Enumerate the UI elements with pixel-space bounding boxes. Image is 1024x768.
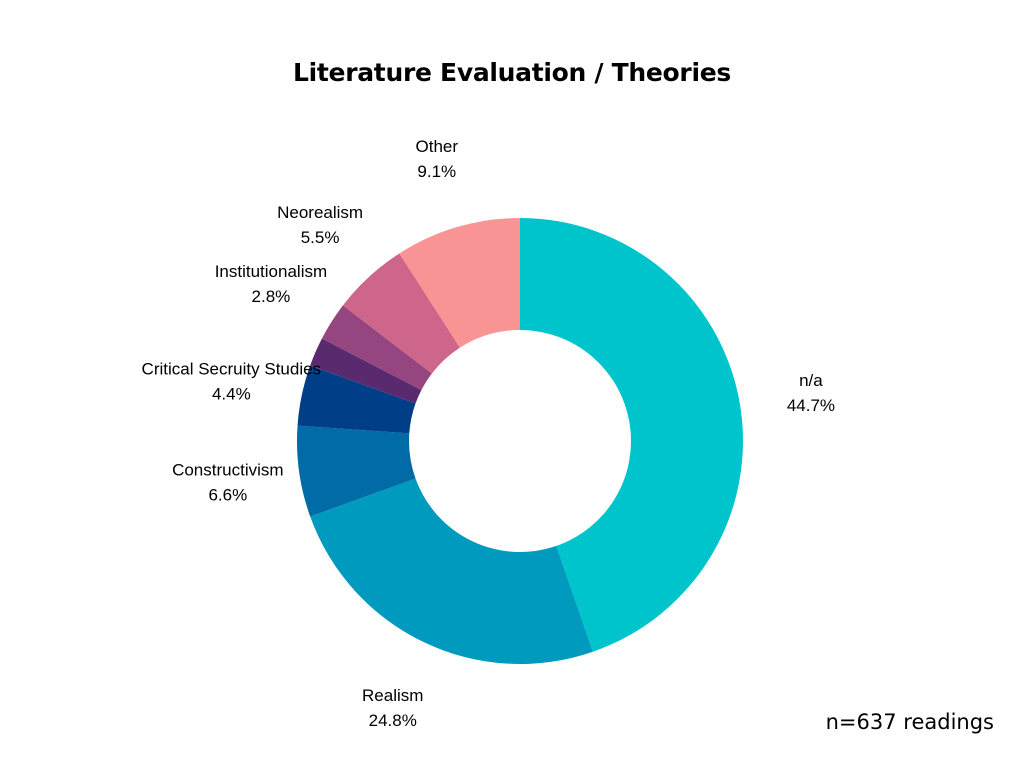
slice-institutionalism	[321, 305, 432, 390]
slice-label-name: Constructivism	[172, 461, 283, 480]
slice-label-institutionalism: Institutionalism 2.8%	[215, 262, 327, 306]
slice-label-value: 9.1%	[417, 162, 456, 181]
slice-label-value: 5.5%	[301, 228, 340, 247]
slice-n-a	[520, 218, 744, 652]
slice-label-value: 6.6%	[208, 486, 247, 505]
slice-labels: n/a 44.7% Realism 24.8% Constructivism 6.6% Cr…	[142, 137, 835, 730]
slice-label-n-a: n/a 44.7%	[787, 371, 835, 415]
slice-label-name: Neorealism	[277, 203, 363, 222]
slice-label-critical-secruity-studies: Critical Secruity Studies 4.4%	[142, 359, 322, 403]
slice-label-value: 2.8%	[252, 287, 291, 306]
slice-label-name: Critical Secruity Studies	[142, 359, 322, 378]
slice-label-name: n/a	[799, 371, 823, 390]
slice-label-name: Realism	[362, 686, 423, 705]
slice-label-other: Other 9.1%	[416, 137, 459, 181]
donut-slices	[297, 218, 744, 664]
slice-label-name: Other	[416, 137, 459, 156]
slice-unlabeled-4	[310, 338, 422, 404]
slice-label-constructivism: Constructivism 6.6%	[172, 461, 283, 505]
slice-critical-secruity-studies	[297, 365, 416, 434]
slice-label-value: 24.8%	[369, 711, 417, 730]
sample-size-note: n=637 readings	[825, 710, 994, 734]
slice-realism	[310, 478, 593, 664]
slice-label-value: 44.7%	[787, 396, 835, 415]
slice-label-value: 4.4%	[212, 384, 251, 403]
slice-label-name: Institutionalism	[215, 262, 327, 281]
slice-neorealism	[342, 253, 460, 374]
slice-other	[399, 218, 520, 348]
slice-label-neorealism: Neorealism 5.5%	[277, 203, 363, 247]
chart-title: Literature Evaluation / Theories	[293, 58, 731, 87]
slice-label-realism: Realism 24.8%	[362, 686, 423, 730]
slice-constructivism	[297, 425, 416, 517]
